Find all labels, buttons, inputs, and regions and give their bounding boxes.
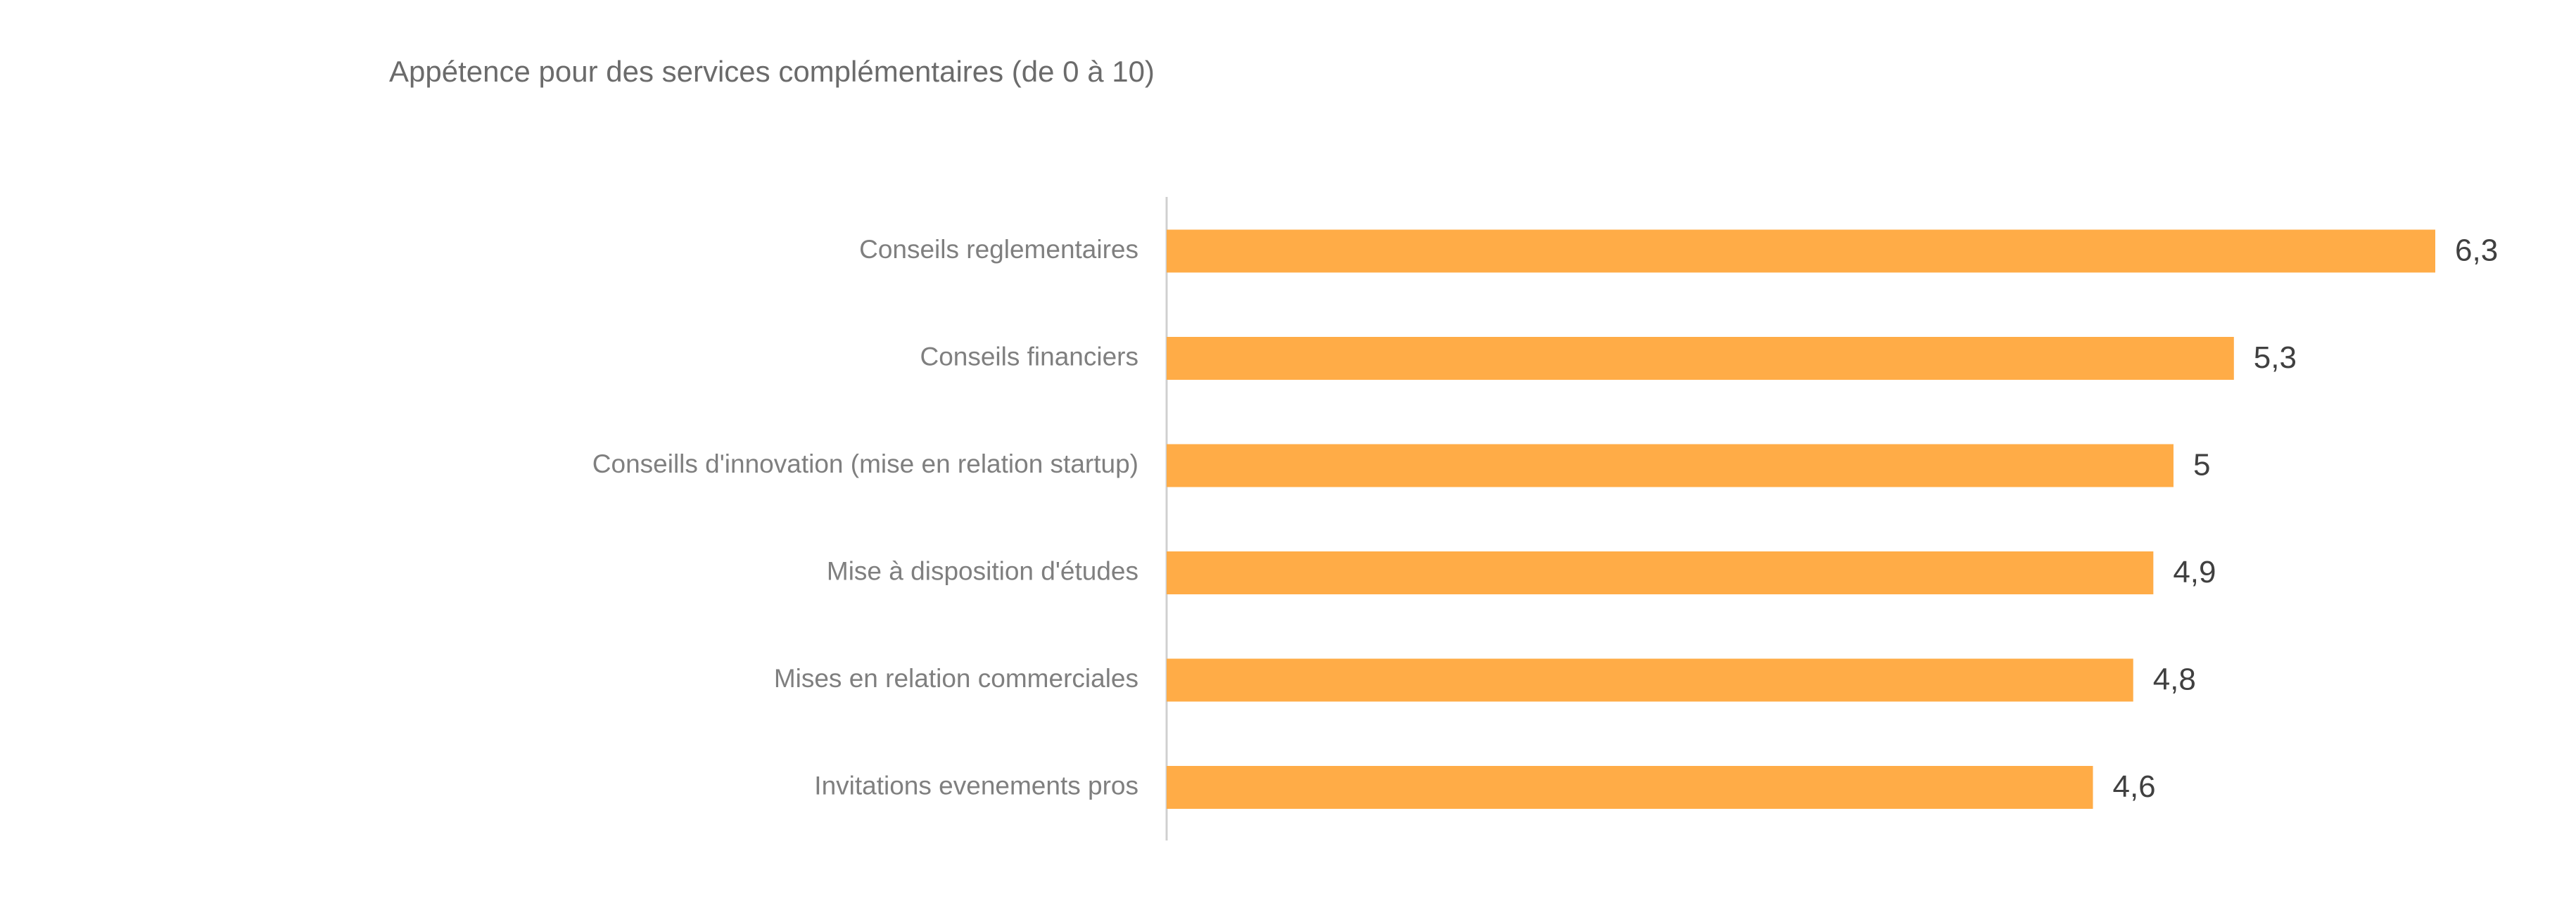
- bar: [1167, 337, 2234, 380]
- y-tick-label: Invitations evenements pros: [814, 771, 1138, 800]
- y-tick-label: Conseils financiers: [920, 342, 1138, 371]
- data-label: 4,9: [2173, 555, 2216, 589]
- y-tick-label: Conseills d'innovation (mise en relation…: [592, 449, 1138, 478]
- y-tick-label: Conseils reglementaires: [859, 235, 1138, 264]
- data-label: 4,6: [2112, 769, 2155, 804]
- bar: [1167, 229, 2435, 273]
- bar: [1167, 444, 2174, 487]
- y-tick-label: Mise à disposition d'études: [827, 556, 1138, 585]
- chart-title: Appétence pour des services complémentai…: [389, 55, 1155, 88]
- bar: [1167, 551, 2154, 594]
- data-label: 6,3: [2455, 234, 2498, 268]
- bar: [1167, 766, 2093, 809]
- data-label: 5,3: [2254, 340, 2297, 375]
- data-label: 5: [2193, 448, 2210, 482]
- data-label: 4,8: [2153, 663, 2196, 697]
- y-tick-label: Mises en relation commerciales: [774, 664, 1138, 693]
- bar: [1167, 658, 2133, 702]
